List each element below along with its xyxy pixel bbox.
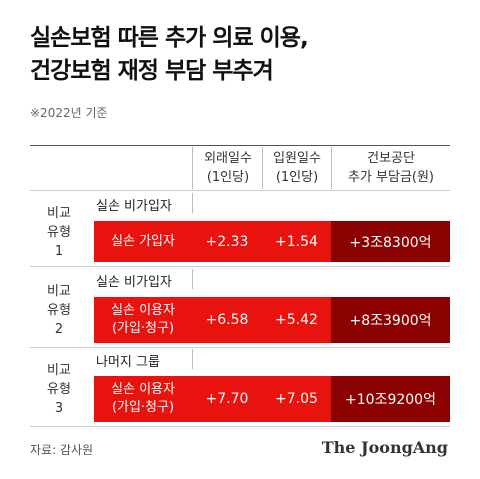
group-3-label: 비교 유형 3 [34,361,84,418]
subject-label: 실손 이용자 [111,382,175,397]
col-divider [192,269,193,289]
subject-label: 실손 가입자 [111,233,175,249]
subject-label: 실손 이용자 [111,303,175,318]
group-1-outpatient: +2.33 [205,233,249,250]
row-divider [30,426,450,427]
group-2-label: 비교 유형 2 [34,282,84,339]
group-label-line: 1 [54,244,64,259]
group-label-line: 유형 [47,382,71,397]
col-divider [192,147,193,189]
group-3-subject: 실손 이용자 (가입·청구) [94,376,192,422]
header-burden-line1: 건보공단 [367,151,415,166]
page-title: 실손보험 따른 추가 의료 이용, 건강보험 재정 부담 부추겨 [30,22,309,88]
subject-label: (가입·청구) [111,321,175,336]
col-divider [331,147,332,189]
header-outpatient-line2: (1인당) [206,170,250,185]
row-divider [30,190,450,191]
group-label-line: 비교 [47,284,71,299]
table-top-rule [30,145,450,146]
header-inpatient: 입원일수 (1인당) [264,149,330,189]
group-label-line: 2 [54,322,64,337]
group-1-comparison: 실손 비가입자 [96,199,172,214]
group-3-outpatient: +7.70 [205,391,249,407]
group-1-burden: +3조8300억 [331,221,450,262]
header-inpatient-line2: (1인당) [275,170,319,185]
header-outpatient: 외래일수 (1인당) [194,149,262,189]
title-line-1: 실손보험 따른 추가 의료 이용, [30,25,309,51]
group-2-subject: 실손 이용자 (가입·청구) [94,297,192,343]
group-3-values-bar [192,376,331,422]
group-1-inpatient: +1.54 [275,233,318,250]
subtitle: ※2022년 기준 [30,106,108,120]
group-1-values-bar [192,221,331,262]
title-line-2: 건강보험 재정 부담 부추겨 [30,58,274,84]
row-divider [30,266,450,267]
group-1-subject: 실손 가입자 [94,221,192,262]
group-1-label: 비교 유형 1 [34,204,84,261]
col-divider [262,147,263,189]
col-divider [192,349,193,369]
group-label-line: 비교 [47,206,71,221]
group-label-line: 비교 [47,363,71,378]
group-label-line: 3 [54,401,64,416]
group-2-inpatient: +5.42 [275,312,318,328]
group-3-comparison: 나머지 그룹 [96,355,160,370]
header-burden-line2: 추가 부담금(원) [347,170,435,185]
group-label-line: 유형 [47,303,71,318]
header-burden: 건보공단 추가 부담금(원) [332,149,450,189]
brand-logo: The JoongAng [321,438,448,457]
group-2-outpatient: +6.58 [205,312,249,328]
header-outpatient-line1: 외래일수 [204,151,252,166]
subject-label: (가입·청구) [111,400,175,415]
group-3-burden: +10조9200억 [331,376,450,422]
group-2-values-bar [192,297,331,343]
group-2-burden: +8조3900억 [331,297,450,343]
group-2-comparison: 실손 비가입자 [96,275,172,290]
source-note: 자료: 감사원 [30,443,94,457]
group-label-line: 유형 [47,225,71,240]
group-3-inpatient: +7.05 [275,391,318,407]
row-divider [30,347,450,348]
col-divider [192,193,193,213]
header-inpatient-line1: 입원일수 [273,151,321,166]
